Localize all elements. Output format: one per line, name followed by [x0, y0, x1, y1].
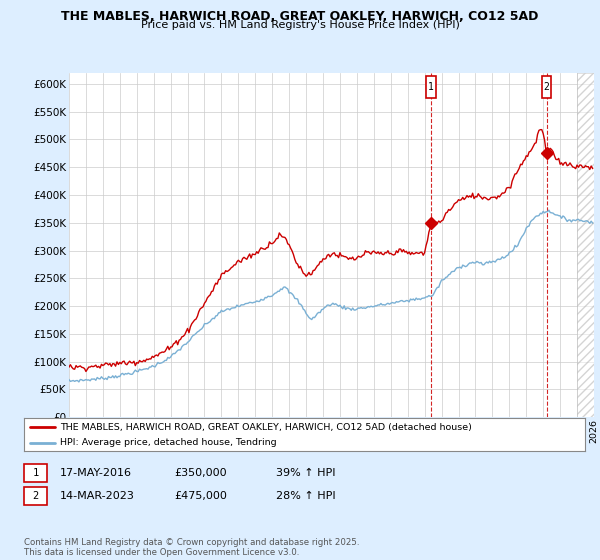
Text: THE MABLES, HARWICH ROAD, GREAT OAKLEY, HARWICH, CO12 5AD: THE MABLES, HARWICH ROAD, GREAT OAKLEY, …: [61, 10, 539, 23]
Text: £350,000: £350,000: [174, 468, 227, 478]
Text: 28% ↑ HPI: 28% ↑ HPI: [276, 491, 335, 501]
Text: £475,000: £475,000: [174, 491, 227, 501]
Text: 1: 1: [428, 82, 434, 92]
Text: THE MABLES, HARWICH ROAD, GREAT OAKLEY, HARWICH, CO12 5AD (detached house): THE MABLES, HARWICH ROAD, GREAT OAKLEY, …: [61, 423, 472, 432]
FancyBboxPatch shape: [426, 76, 436, 98]
Bar: [577, 73, 594, 417]
Text: 2: 2: [32, 491, 38, 501]
Text: 14-MAR-2023: 14-MAR-2023: [60, 491, 135, 501]
FancyBboxPatch shape: [542, 76, 551, 98]
Text: HPI: Average price, detached house, Tendring: HPI: Average price, detached house, Tend…: [61, 438, 277, 447]
Text: 17-MAY-2016: 17-MAY-2016: [60, 468, 132, 478]
Text: Price paid vs. HM Land Registry's House Price Index (HPI): Price paid vs. HM Land Registry's House …: [140, 20, 460, 30]
Text: 1: 1: [32, 468, 38, 478]
Text: 2: 2: [544, 82, 550, 92]
Text: 39% ↑ HPI: 39% ↑ HPI: [276, 468, 335, 478]
Text: Contains HM Land Registry data © Crown copyright and database right 2025.
This d: Contains HM Land Registry data © Crown c…: [24, 538, 359, 557]
